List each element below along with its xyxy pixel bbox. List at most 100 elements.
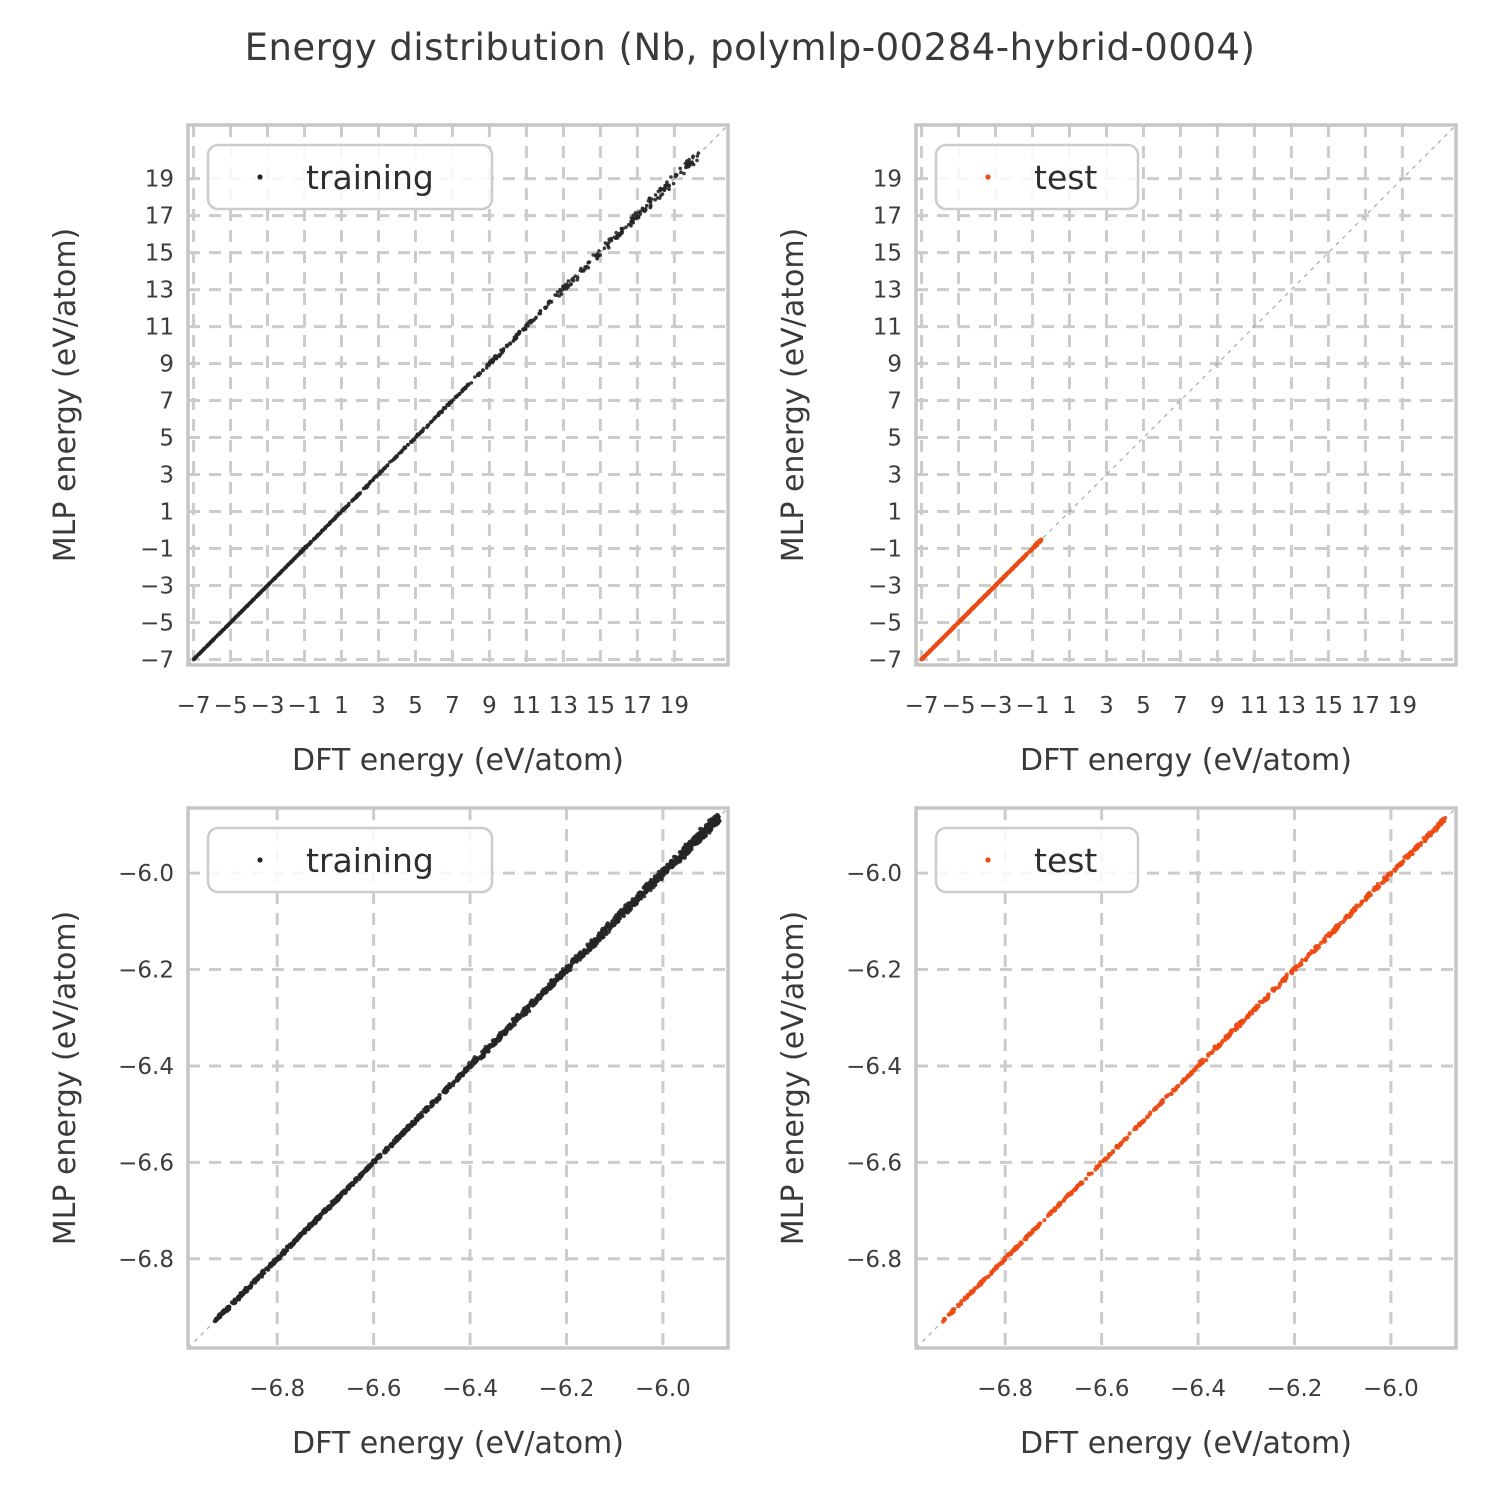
legend: test	[934, 143, 1140, 211]
axes-frame	[914, 123, 1458, 667]
x-tick-label: 7	[1173, 693, 1188, 719]
y-tick-label: −6.8	[118, 1247, 174, 1273]
x-tick-label: 15	[1314, 693, 1343, 719]
y-tick-label: −6.8	[846, 1247, 902, 1273]
y-axis-label: MLP energy (eV/atom)	[48, 228, 83, 563]
legend-marker-dot	[985, 857, 991, 863]
legend-marker-dot	[257, 174, 263, 180]
legend-box	[206, 826, 494, 894]
x-tick-label: 19	[660, 693, 689, 719]
legend-marker-dot	[985, 174, 991, 180]
x-axis-label: DFT energy (eV/atom)	[292, 743, 624, 778]
y-axis-label: MLP energy (eV/atom)	[776, 911, 811, 1246]
legend-box	[934, 143, 1140, 211]
y-tick-label: 3	[887, 463, 902, 489]
x-tick-label: −6.2	[1267, 1376, 1323, 1402]
x-tick-label: 1	[334, 693, 349, 719]
x-tick-label: −5	[942, 693, 976, 719]
y-tick-label: 1	[159, 500, 174, 526]
x-axis-label: DFT energy (eV/atom)	[1020, 1426, 1352, 1461]
test-points	[919, 537, 1044, 662]
legend-label: training	[306, 841, 434, 880]
y-tick-label: −7	[140, 648, 174, 674]
y-axis-label: MLP energy (eV/atom)	[776, 228, 811, 563]
x-tick-label: 11	[512, 693, 541, 719]
y-tick-label: 7	[159, 389, 174, 415]
training-points	[212, 813, 722, 1324]
subplot-training-zoomed: −6.8 −6.6 −6.4 −6.2 −6.0 −6.0−6.2−6.4−6.6−6.8…	[48, 806, 730, 1461]
y-tick-label: −6.2	[846, 958, 902, 984]
y-tick-label: −3	[140, 574, 174, 600]
y-tick-label: −5	[868, 611, 902, 637]
legend: training	[206, 826, 494, 894]
legend-label: training	[306, 158, 434, 197]
x-tick-label: −6.4	[442, 1376, 498, 1402]
y-tick-labels: −6.0 −6.2 −6.4 −6.6 −6.8	[118, 861, 174, 1273]
x-axis-label: DFT energy (eV/atom)	[1020, 743, 1352, 778]
subplot-test-zoomed: −6.8 −6.6 −6.4 −6.2 −6.0−6.0−6.2−6.4−6.6−6.8…	[776, 806, 1458, 1461]
y-tick-label: 13	[145, 278, 174, 304]
x-tick-label: 17	[1351, 693, 1380, 719]
x-tick-label: 11	[1240, 693, 1269, 719]
x-tick-label: −6.0	[635, 1376, 691, 1402]
x-tick-label: 1	[1062, 693, 1077, 719]
x-tick-label: 19	[1388, 693, 1417, 719]
y-tick-label: −1	[140, 537, 174, 563]
axes-frame	[186, 123, 730, 667]
legend-label: test	[1034, 158, 1097, 197]
y-tick-label: 9	[887, 352, 902, 378]
y-tick-label: 7	[887, 389, 902, 415]
y-tick-label: 13	[873, 278, 902, 304]
y-tick-label: 15	[145, 241, 174, 267]
x-tick-label: −7	[905, 693, 939, 719]
x-tick-label: −6.4	[1170, 1376, 1226, 1402]
y-tick-label: −7	[868, 648, 902, 674]
y-tick-label: −1	[868, 537, 902, 563]
x-tick-label: −7	[177, 693, 211, 719]
y-tick-label: −6.0	[846, 861, 902, 887]
x-tick-label: 15	[586, 693, 615, 719]
y-tick-label: 3	[159, 463, 174, 489]
y-tick-label: −6.4	[846, 1054, 902, 1080]
y-tick-label: −6.6	[846, 1150, 902, 1176]
axes-frame	[914, 806, 1458, 1350]
x-tick-label: −6.0	[1363, 1376, 1419, 1402]
x-tick-label: 17	[623, 693, 652, 719]
y-tick-labels: −6.0 −6.2 −6.4 −6.6 −6.8	[846, 861, 902, 1273]
x-tick-labels: −6.8 −6.6 −6.4 −6.2 −6.0	[249, 1376, 691, 1402]
y-tick-label: 17	[873, 204, 902, 230]
y-tick-labels: 19 17 15 13 11 9 7 5 3 1 −1 −3 −5 −7	[868, 167, 902, 674]
figure-title: Energy distribution (Nb, polymlp-00284-h…	[244, 26, 1256, 69]
x-tick-label: −5	[214, 693, 248, 719]
y-tick-label: 19	[873, 167, 902, 193]
y-tick-labels: 19 17 15 13 11 9 7 5 3 1 −1 −3 −5 −7	[140, 167, 174, 674]
subplot-training-full-range: −7 −5 −3 −1 1 3 5 7 9 11 13 15 17 19191715131197531−1…	[48, 123, 730, 778]
x-tick-label: 5	[1136, 693, 1151, 719]
x-tick-label: 3	[1099, 693, 1114, 719]
y-tick-label: 15	[873, 241, 902, 267]
legend-label: test	[1034, 841, 1097, 880]
x-tick-label: −3	[979, 693, 1013, 719]
legend: test	[934, 826, 1140, 894]
legend-box	[206, 143, 494, 211]
y-tick-label: 5	[887, 426, 902, 452]
x-tick-label: −3	[251, 693, 285, 719]
y-tick-label: −3	[868, 574, 902, 600]
x-tick-label: −6.6	[1074, 1376, 1130, 1402]
test-points	[940, 815, 1448, 1324]
x-tick-label: 13	[549, 693, 578, 719]
legend-marker-dot	[257, 857, 263, 863]
x-tick-label: 9	[1210, 693, 1225, 719]
y-tick-label: 11	[873, 315, 902, 341]
x-tick-label: 5	[408, 693, 423, 719]
y-tick-label: 17	[145, 204, 174, 230]
x-tick-labels: −6.8 −6.6 −6.4 −6.2 −6.0	[977, 1376, 1419, 1402]
legend: training	[206, 143, 494, 211]
axes-frame	[186, 806, 730, 1350]
x-tick-labels: −7 −5 −3 −1 1 3 5 7 9 11 13 15 17 19	[905, 693, 1417, 719]
x-tick-label: 13	[1277, 693, 1306, 719]
y-tick-label: 19	[145, 167, 174, 193]
x-tick-label: −6.8	[249, 1376, 305, 1402]
